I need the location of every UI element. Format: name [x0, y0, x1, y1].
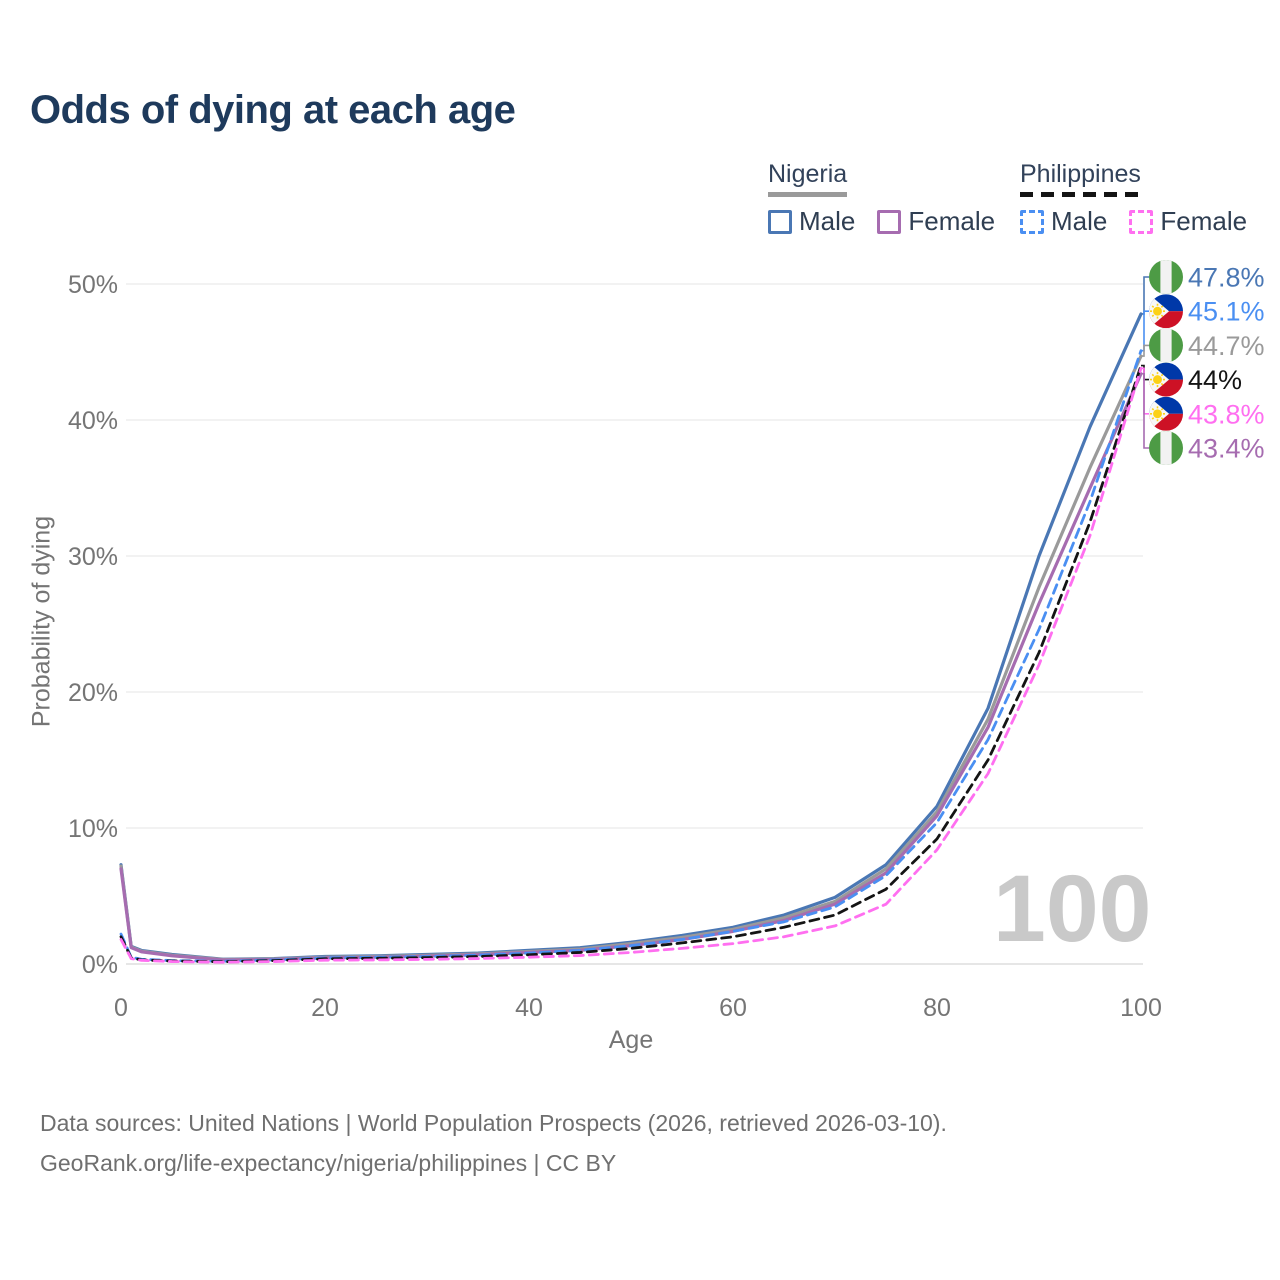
series-line-philippines-male[interactable]: [119, 349, 1143, 963]
end-label-connector: [1141, 276, 1149, 315]
x-axis-title: Age: [608, 1026, 654, 1054]
end-label-value-philippines-female: 43.8%: [1188, 399, 1265, 429]
y-tick-label: 50%: [68, 271, 118, 299]
philippines-male-swatch-icon: [1020, 209, 1044, 234]
y-tick-label: 30%: [68, 543, 118, 571]
legend-item-philippines-male[interactable]: Male: [1020, 206, 1107, 237]
end-label-connector: [1141, 372, 1149, 449]
philippines-flag-icon: [1149, 362, 1183, 397]
legend-nigeria-label: Nigeria: [768, 160, 848, 188]
nigeria-flag-icon: [1149, 328, 1183, 363]
series-line-nigeria-male[interactable]: [119, 312, 1143, 961]
x-tick-label: 60: [719, 994, 747, 1022]
legend-nigeria-header[interactable]: Nigeria: [768, 160, 848, 197]
legend-label-female: Female: [908, 206, 996, 236]
philippines-female-swatch-icon: [1129, 209, 1154, 234]
nigeria-male-swatch-icon: [768, 209, 792, 234]
series-line-nigeria-both-sexes[interactable]: [119, 354, 1143, 962]
end-label-connector: [1141, 367, 1149, 415]
nigeria-line-sample: [768, 192, 848, 197]
legend-label-female: Female: [1160, 206, 1248, 236]
y-tick-label: 40%: [68, 407, 118, 435]
legend-item-nigeria-female[interactable]: Female: [877, 206, 995, 237]
x-tick-label: 80: [923, 994, 951, 1022]
y-tick-label: 0%: [82, 951, 118, 979]
x-tick-label: 40: [515, 994, 543, 1022]
legend-philippines-header[interactable]: Philippines: [1020, 160, 1141, 197]
nigeria-flag-icon: [1149, 260, 1183, 294]
end-label-connector: [1141, 344, 1149, 357]
legend-label-male: Male: [1051, 206, 1108, 236]
philippines-flag-icon: [1149, 396, 1183, 431]
x-tick-label: 20: [311, 994, 339, 1022]
legend-group-philippines: Philippines Male Female: [1020, 160, 1247, 237]
x-tick-label: 100: [1120, 994, 1162, 1022]
end-label-value-philippines-both-sexes: 44%: [1188, 365, 1242, 395]
philippines-flag-icon: [1149, 294, 1183, 329]
legend-group-nigeria: Nigeria Male Female: [768, 160, 995, 237]
end-label-connector: [1141, 310, 1149, 352]
series-line-philippines-female[interactable]: [119, 366, 1143, 964]
page-title: Odds of dying at each age: [30, 88, 516, 132]
legend-item-nigeria-male[interactable]: Male: [768, 206, 855, 237]
end-label-value-nigeria-male: 47.8%: [1188, 263, 1265, 293]
series-line-philippines-both-sexes[interactable]: [119, 364, 1143, 964]
philippines-line-sample: [1020, 192, 1141, 197]
series-line-nigeria-female[interactable]: [119, 372, 1143, 962]
footer-attribution: GeoRank.org/life-expectancy/nigeria/phil…: [40, 1150, 617, 1176]
footer-data-sources: Data sources: United Nations | World Pop…: [40, 1110, 947, 1136]
age-counter-watermark: 100: [993, 856, 1152, 962]
end-label-value-philippines-male: 45.1%: [1188, 297, 1265, 327]
x-tick-label: 0: [114, 994, 128, 1022]
legend-philippines-label: Philippines: [1020, 160, 1141, 188]
end-label-value-nigeria-female: 43.4%: [1188, 434, 1265, 464]
nigeria-flag-icon: [1149, 431, 1183, 465]
y-tick-label: 10%: [68, 815, 118, 843]
end-label-value-nigeria-both-sexes: 44.7%: [1188, 331, 1265, 361]
y-tick-label: 20%: [68, 679, 118, 707]
nigeria-female-swatch-icon: [877, 209, 902, 234]
legend-item-philippines-female[interactable]: Female: [1129, 206, 1247, 237]
legend-label-male: Male: [799, 206, 856, 236]
